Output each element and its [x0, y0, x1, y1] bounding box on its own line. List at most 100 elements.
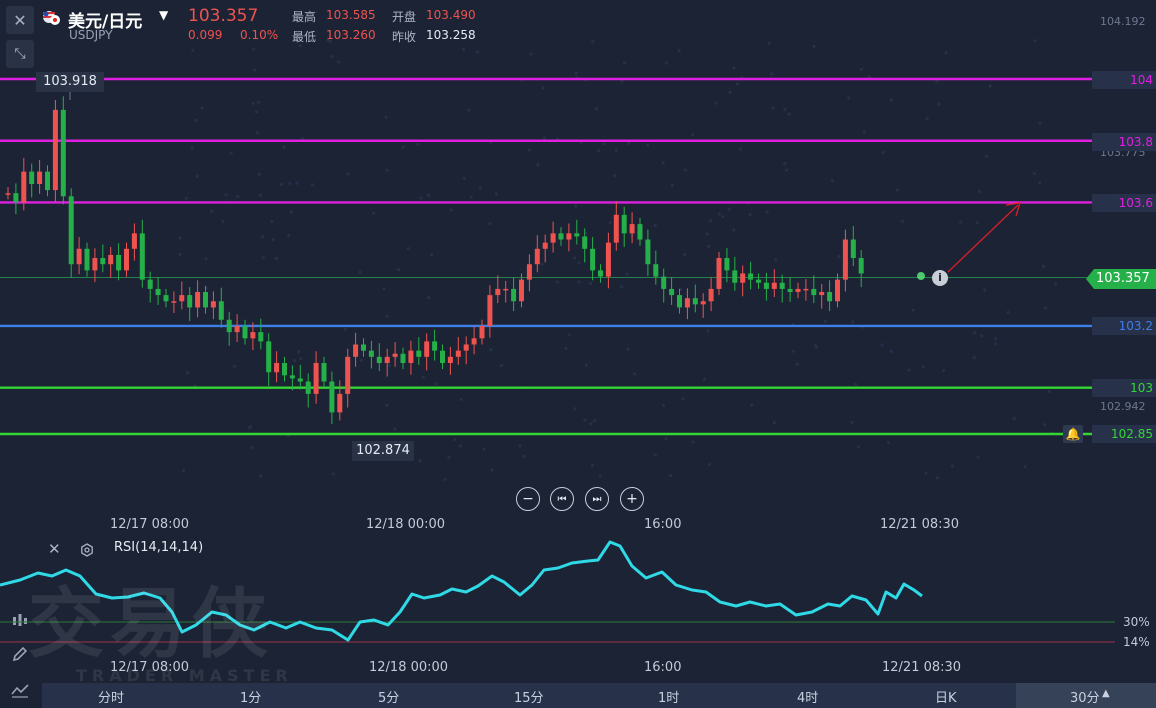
candle-body: [858, 258, 864, 274]
map-dot: [592, 419, 597, 423]
period-tab[interactable]: 5分: [378, 691, 400, 706]
candle-body: [763, 282, 769, 289]
symbol-name[interactable]: 美元/日元: [68, 12, 143, 32]
level-tag-103-6[interactable]: 103.6: [1092, 194, 1156, 212]
period-tab[interactable]: 分时: [98, 691, 125, 706]
candle-body: [210, 301, 216, 308]
candle-body: [179, 295, 185, 302]
map-dot: [889, 349, 893, 353]
level-tag-102-85[interactable]: 102.85: [1092, 425, 1156, 443]
map-dot: [653, 223, 657, 228]
info-icon[interactable]: i: [932, 270, 948, 286]
map-dot: [975, 221, 980, 225]
map-dot: [1038, 121, 1042, 125]
map-dot: [950, 464, 955, 468]
map-dot: [274, 256, 278, 260]
period-active-bg[interactable]: [1016, 683, 1156, 708]
map-dot: [772, 421, 776, 425]
period-tab[interactable]: 15分: [514, 691, 544, 706]
candle-body: [400, 353, 406, 363]
candle-body: [392, 353, 398, 357]
candle-body: [534, 248, 540, 265]
candle-body: [361, 344, 366, 351]
high-label: 最高: [292, 10, 317, 24]
period-tab-active[interactable]: 30分: [1070, 691, 1100, 706]
open-value: 103.490: [426, 8, 476, 22]
map-dot: [261, 256, 265, 260]
map-dot: [536, 163, 540, 167]
level-tag-103-2[interactable]: 103.2: [1092, 317, 1156, 335]
map-dot: [771, 106, 775, 110]
candle-body: [550, 233, 556, 243]
map-dot: [598, 474, 602, 478]
map-dot: [614, 148, 618, 152]
open-label: 开盘: [392, 10, 417, 24]
map-dot: [851, 320, 855, 324]
map-dot: [295, 181, 299, 185]
line-chart-icon[interactable]: [6, 676, 34, 704]
map-dot: [937, 102, 941, 106]
map-dot: [664, 437, 668, 441]
period-tab[interactable]: 4时: [797, 691, 819, 706]
candle-body: [605, 242, 611, 277]
map-dot: [254, 110, 259, 114]
indicator-icon[interactable]: [6, 606, 34, 634]
candle-body: [313, 363, 319, 394]
map-dot: [589, 422, 593, 426]
map-dot: [683, 168, 687, 172]
overlay: [69, 92, 1021, 280]
map-dot: [330, 54, 334, 59]
time-label: 16:00: [644, 660, 682, 675]
candle-body: [337, 393, 343, 413]
map-dot: [406, 247, 410, 251]
map-dot: [732, 66, 736, 70]
map-dot: [830, 179, 835, 183]
map-dot: [178, 252, 182, 256]
candle-body: [131, 233, 137, 249]
map-dot: [812, 44, 816, 49]
map-dot: [889, 98, 894, 102]
map-dot: [944, 51, 948, 55]
candle-body: [282, 363, 287, 376]
candle-body: [84, 248, 90, 271]
candle-body: [234, 325, 240, 333]
zoom-out-button[interactable]: −: [516, 487, 540, 511]
period-tab[interactable]: 1分: [240, 691, 262, 706]
step-back-button[interactable]: ⏮: [550, 487, 574, 511]
collapse-icon[interactable]: ⤡: [6, 40, 34, 68]
map-dot: [540, 262, 544, 266]
candle-body: [218, 301, 224, 320]
rsi-close-icon[interactable]: ✕: [48, 540, 61, 558]
map-dot: [732, 228, 736, 232]
prev-close-label: 昨收: [392, 30, 417, 44]
period-dropdown-icon[interactable]: ▲: [1102, 688, 1110, 699]
rsi-settings-icon[interactable]: [80, 542, 94, 561]
candle-body: [748, 273, 754, 280]
candle-body: [708, 288, 714, 302]
period-tab[interactable]: 1时: [658, 691, 680, 706]
map-dot: [529, 52, 533, 56]
map-dot: [421, 375, 425, 379]
map-dot: [542, 136, 547, 140]
candle-body: [116, 254, 122, 271]
close-icon[interactable]: ✕: [6, 6, 34, 34]
candle-body: [495, 288, 501, 296]
candle-body: [835, 279, 840, 302]
level-tag-104[interactable]: 104: [1092, 71, 1156, 89]
map-dot: [728, 90, 732, 94]
pencil-icon[interactable]: [6, 640, 34, 668]
time-label: 12/21 08:30: [882, 660, 962, 675]
map-dot: [310, 183, 314, 187]
level-tag-103-8[interactable]: 103.8: [1092, 133, 1156, 151]
map-dot: [602, 142, 606, 146]
bell-icon[interactable]: 🔔: [1063, 425, 1083, 443]
rsi-level-14: 14%: [1123, 635, 1150, 649]
ticker: USDJPY: [69, 28, 113, 42]
symbol-dropdown-icon[interactable]: ▼: [159, 8, 169, 22]
step-forward-button[interactable]: ⏭: [585, 487, 609, 511]
map-dot: [994, 336, 998, 340]
period-tab[interactable]: 日K: [935, 691, 957, 706]
zoom-in-button[interactable]: +: [620, 487, 644, 511]
level-tag-103[interactable]: 103: [1092, 379, 1156, 397]
